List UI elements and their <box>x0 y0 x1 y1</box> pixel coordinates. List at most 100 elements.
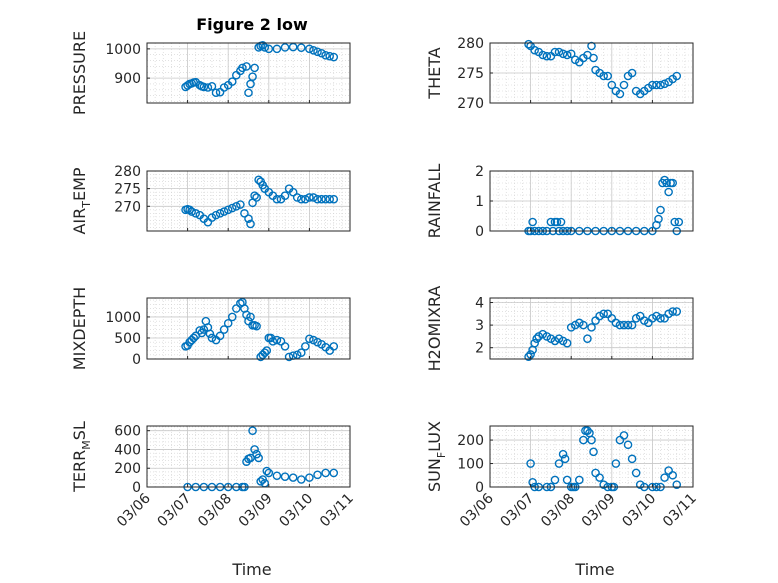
y-axis-label: MIXDEPTH <box>70 287 89 370</box>
data-point <box>185 205 194 215</box>
data-point <box>223 205 233 215</box>
data-point <box>250 445 259 454</box>
data-point <box>305 44 314 54</box>
y-axis-label: RAINFALL <box>425 164 444 239</box>
figure-title: Figure 2 low <box>196 15 308 34</box>
data-point <box>280 472 290 481</box>
data-point <box>317 194 326 204</box>
data-point <box>236 200 245 209</box>
data-point <box>329 52 339 62</box>
data-point <box>288 187 298 197</box>
y-tick-label: 275 <box>457 66 484 82</box>
data-point <box>329 194 339 204</box>
data-point <box>532 334 541 343</box>
data-point <box>530 45 539 55</box>
data-point <box>656 314 665 323</box>
y-tick-label: 270 <box>114 199 141 215</box>
plot-area <box>147 43 350 103</box>
data-point <box>587 41 596 51</box>
y-tick-label: 275 <box>114 182 141 198</box>
data-point <box>260 43 270 52</box>
data-point <box>579 320 588 330</box>
data-point <box>615 89 625 99</box>
data-point <box>211 88 221 98</box>
y-tick-label: 3 <box>475 318 484 334</box>
data-point <box>246 219 255 229</box>
data-point <box>329 342 339 351</box>
data-point <box>292 193 302 202</box>
data-point <box>321 468 330 478</box>
data-point <box>672 480 682 489</box>
data-point <box>264 468 274 478</box>
subplot-h2omixra: 2 3 4 H2OMIXRA <box>425 286 694 371</box>
data-point <box>219 207 229 216</box>
data-point <box>309 193 318 202</box>
data-point <box>305 193 314 202</box>
data-point <box>242 62 251 71</box>
y-axis-label: THETA <box>425 47 444 99</box>
data-point <box>280 342 290 351</box>
data-point <box>554 459 564 468</box>
data-point <box>526 459 535 468</box>
data-point <box>660 473 669 482</box>
data-point <box>305 334 314 344</box>
data-point <box>550 475 560 485</box>
data-point <box>329 468 339 478</box>
axes-box <box>146 297 351 360</box>
data-point <box>262 466 272 476</box>
data-point <box>252 193 261 202</box>
data-point <box>207 82 217 91</box>
data-point <box>615 320 625 330</box>
data-point <box>648 80 657 90</box>
data-point <box>562 50 572 60</box>
data-point <box>654 214 663 224</box>
data-point <box>560 454 570 464</box>
data-point <box>623 320 633 330</box>
data-point <box>301 342 310 351</box>
data-point <box>272 194 282 204</box>
data-point <box>631 468 641 478</box>
data-point <box>664 187 673 197</box>
data-point <box>530 338 539 348</box>
data-point <box>187 207 196 216</box>
data-point <box>284 352 294 362</box>
data-point <box>668 470 678 480</box>
data-point <box>252 321 261 331</box>
plot-area <box>147 426 350 487</box>
data-point <box>619 431 629 440</box>
data-point <box>589 53 598 63</box>
data-point <box>313 194 322 204</box>
data-point <box>656 205 665 215</box>
data-point <box>583 426 592 435</box>
data-point <box>660 79 669 89</box>
data-point <box>256 477 265 486</box>
data-point <box>583 334 592 343</box>
data-point <box>623 440 633 450</box>
data-point <box>309 46 318 55</box>
data-point <box>528 478 537 487</box>
data-point <box>215 331 225 341</box>
data-point <box>313 470 322 480</box>
y-tick-label: 100 <box>457 457 484 473</box>
data-point <box>305 473 314 482</box>
data-point <box>250 191 259 201</box>
y-tick-label: 0 <box>132 480 141 496</box>
data-point <box>562 475 572 485</box>
y-tick-label: 0 <box>132 352 141 368</box>
data-point <box>599 71 608 81</box>
data-point <box>587 435 596 445</box>
data-point <box>250 63 259 73</box>
data-point <box>325 51 335 61</box>
y-tick-label: 2 <box>475 341 484 357</box>
data-point <box>566 49 576 59</box>
data-point <box>607 80 617 90</box>
y-tick-label: 1000 <box>105 310 141 326</box>
axes-box <box>489 425 694 488</box>
data-point <box>554 47 564 57</box>
data-point <box>575 475 584 485</box>
data-point <box>524 39 533 49</box>
data-point <box>203 83 213 92</box>
data-point <box>248 72 257 81</box>
data-point <box>272 471 282 481</box>
